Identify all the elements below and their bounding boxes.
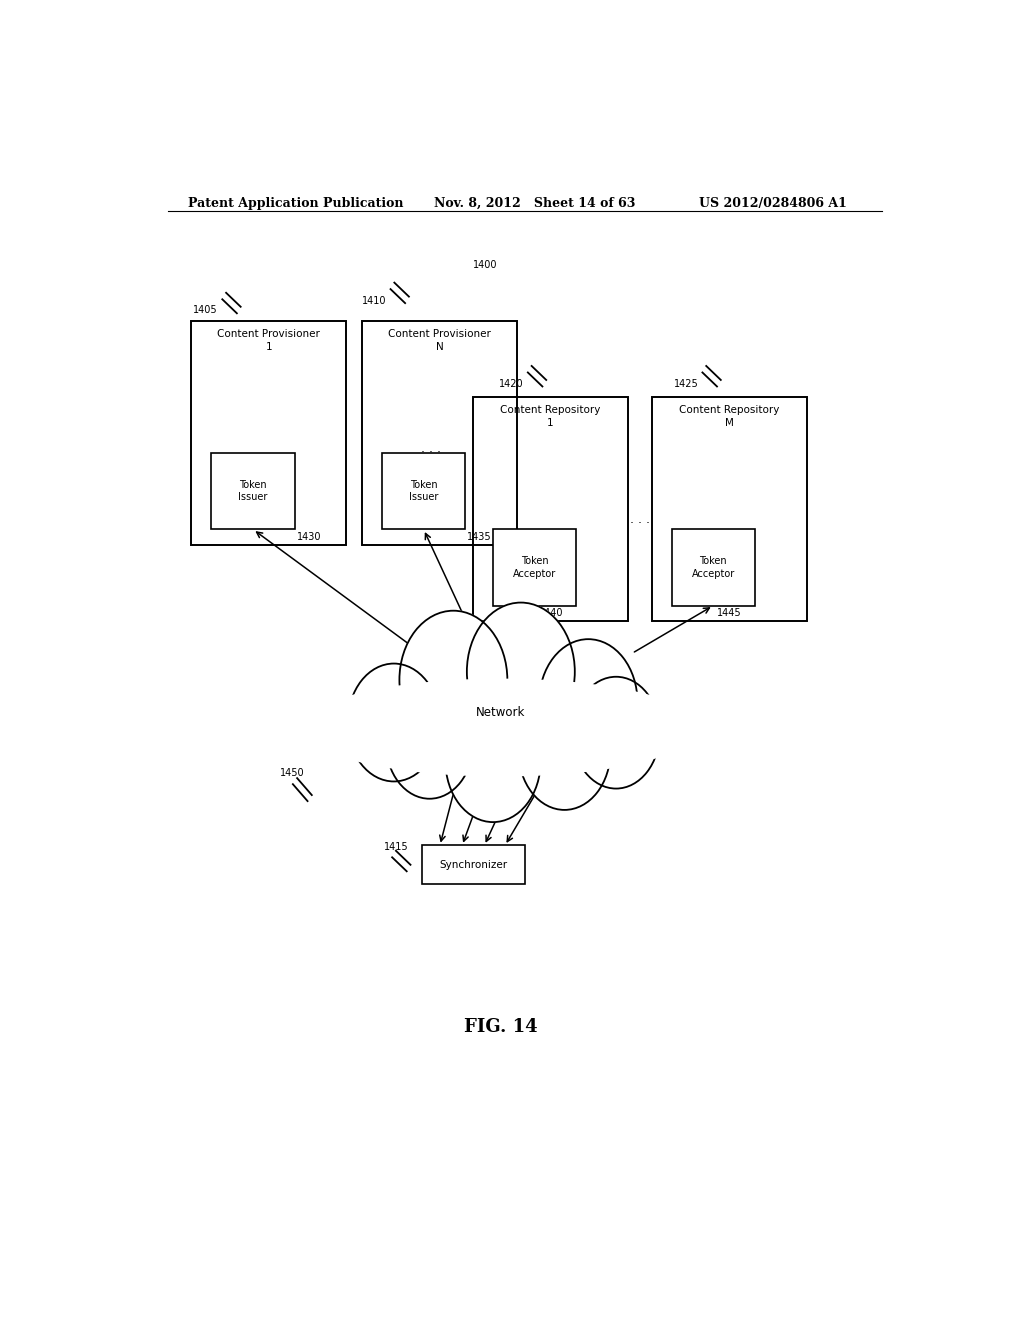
Text: Nov. 8, 2012   Sheet 14 of 63: Nov. 8, 2012 Sheet 14 of 63: [433, 197, 635, 210]
Text: 1400: 1400: [473, 260, 498, 271]
Bar: [652, 397, 807, 620]
Text: Token
Issuer: Token Issuer: [409, 480, 438, 503]
Bar: [473, 397, 628, 620]
Text: 1415: 1415: [384, 842, 409, 851]
Text: 1430: 1430: [297, 532, 322, 543]
Circle shape: [399, 611, 507, 748]
Text: . . .: . . .: [421, 442, 441, 454]
Circle shape: [467, 602, 574, 741]
Text: US 2012/0284806 A1: US 2012/0284806 A1: [699, 197, 847, 210]
Bar: [382, 453, 465, 529]
Text: Content Repository
1: Content Repository 1: [501, 405, 601, 428]
Text: Token
Issuer: Token Issuer: [239, 480, 267, 503]
Text: FIG. 14: FIG. 14: [464, 1019, 538, 1036]
Text: Content Repository
M: Content Repository M: [679, 405, 779, 428]
Text: Network: Network: [476, 706, 525, 719]
Text: Content Provisioner
N: Content Provisioner N: [388, 329, 490, 351]
Text: 1405: 1405: [194, 305, 218, 315]
Text: 1440: 1440: [539, 609, 563, 618]
Bar: [672, 529, 755, 606]
Text: Content Provisioner
1: Content Provisioner 1: [217, 329, 321, 351]
Text: Synchronizer: Synchronizer: [439, 859, 507, 870]
Text: 1445: 1445: [717, 609, 741, 618]
Bar: [191, 321, 346, 545]
Circle shape: [445, 700, 541, 822]
Circle shape: [572, 677, 659, 788]
Text: . . .: . . .: [630, 512, 650, 525]
Text: Token
Acceptor: Token Acceptor: [513, 556, 556, 578]
Circle shape: [518, 692, 610, 810]
Bar: [422, 846, 524, 884]
Text: Patent Application Publication: Patent Application Publication: [187, 197, 403, 210]
Bar: [362, 321, 517, 545]
Circle shape: [539, 639, 638, 766]
Circle shape: [348, 664, 440, 781]
Text: 1425: 1425: [674, 379, 698, 389]
Bar: [211, 453, 295, 529]
Text: 1420: 1420: [500, 379, 524, 389]
Ellipse shape: [303, 680, 699, 776]
Bar: [494, 529, 577, 606]
Circle shape: [386, 686, 473, 799]
Text: 1450: 1450: [281, 768, 305, 779]
Text: 1410: 1410: [362, 296, 387, 306]
Text: Token
Acceptor: Token Acceptor: [691, 556, 735, 578]
Text: 1435: 1435: [467, 532, 492, 543]
